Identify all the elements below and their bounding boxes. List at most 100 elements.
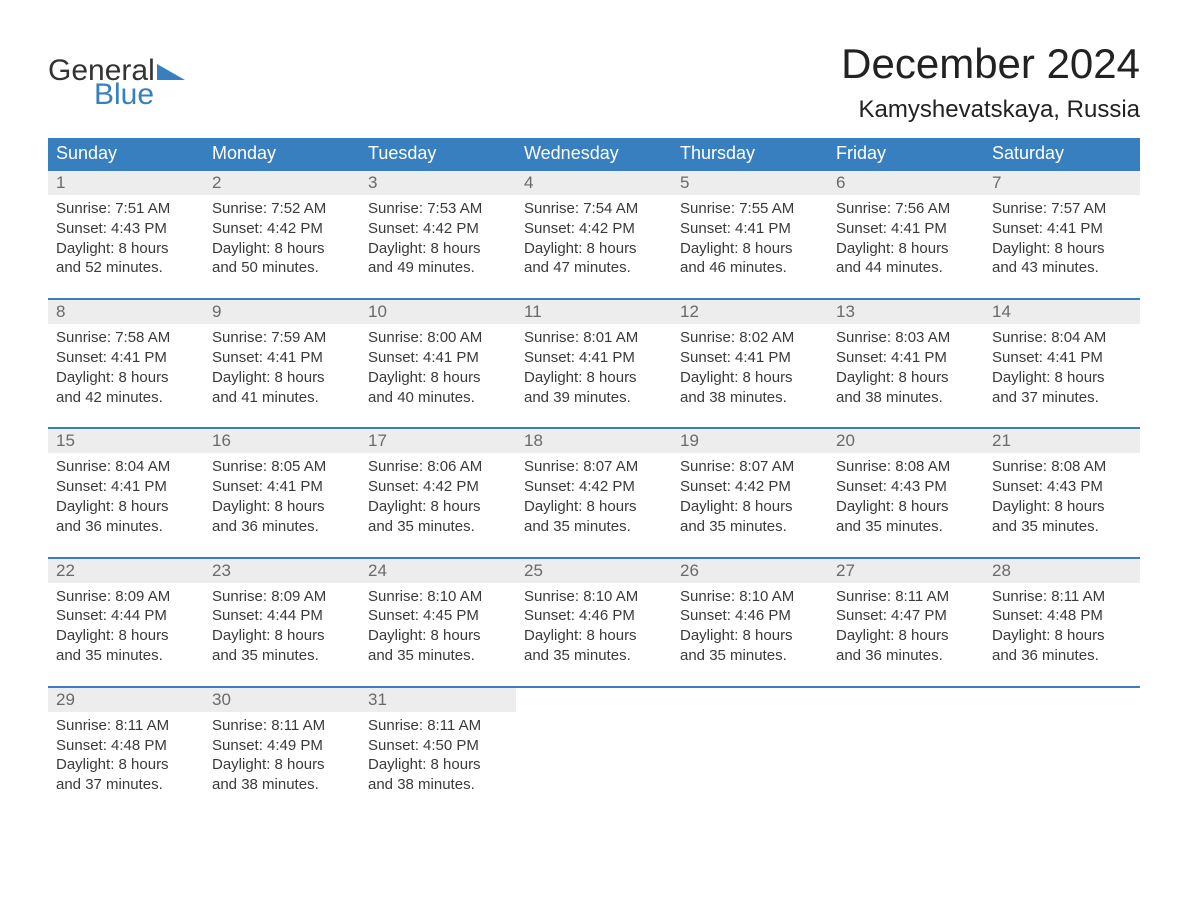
day-sunset: Sunset: 4:41 PM [212,348,352,368]
day-day2: and 35 minutes. [56,646,196,666]
day-day2: and 36 minutes. [836,646,976,666]
day-sunset: Sunset: 4:41 PM [368,348,508,368]
day-day2: and 38 minutes. [212,775,352,795]
day-sunrise: Sunrise: 8:07 AM [524,457,664,477]
day-body: Sunrise: 7:55 AMSunset: 4:41 PMDaylight:… [672,195,828,284]
day-cell: 8Sunrise: 7:58 AMSunset: 4:41 PMDaylight… [48,300,204,413]
brand-triangle-icon [157,64,185,80]
day-sunrise: Sunrise: 7:59 AM [212,328,352,348]
day-number: 8 [48,300,204,324]
day-number: 18 [516,429,672,453]
day-body: Sunrise: 8:04 AMSunset: 4:41 PMDaylight:… [48,453,204,542]
day-sunrise: Sunrise: 8:07 AM [680,457,820,477]
day-sunrise: Sunrise: 8:04 AM [992,328,1132,348]
day-sunrise: Sunrise: 8:06 AM [368,457,508,477]
day-day1: Daylight: 8 hours [368,755,508,775]
day-sunset: Sunset: 4:41 PM [836,348,976,368]
day-number: 11 [516,300,672,324]
day-cell: 10Sunrise: 8:00 AMSunset: 4:41 PMDayligh… [360,300,516,413]
day-day1: Daylight: 8 hours [56,755,196,775]
day-number: 17 [360,429,516,453]
day-cell-empty [516,688,672,801]
title-block: December 2024 Kamyshevatskaya, Russia [841,40,1140,124]
day-day1: Daylight: 8 hours [524,368,664,388]
day-number: 2 [204,171,360,195]
day-sunset: Sunset: 4:42 PM [524,219,664,239]
day-number: 31 [360,688,516,712]
day-number: 24 [360,559,516,583]
day-number: 28 [984,559,1140,583]
day-day2: and 38 minutes. [836,388,976,408]
day-sunrise: Sunrise: 8:11 AM [56,716,196,736]
day-day1: Daylight: 8 hours [56,239,196,259]
day-sunrise: Sunrise: 8:08 AM [836,457,976,477]
day-sunset: Sunset: 4:49 PM [212,736,352,756]
day-cell: 13Sunrise: 8:03 AMSunset: 4:41 PMDayligh… [828,300,984,413]
day-sunrise: Sunrise: 8:02 AM [680,328,820,348]
day-body: Sunrise: 8:00 AMSunset: 4:41 PMDaylight:… [360,324,516,413]
day-cell: 20Sunrise: 8:08 AMSunset: 4:43 PMDayligh… [828,429,984,542]
day-day2: and 37 minutes. [992,388,1132,408]
day-sunset: Sunset: 4:41 PM [680,219,820,239]
calendar: SundayMondayTuesdayWednesdayThursdayFrid… [48,138,1140,801]
day-day2: and 49 minutes. [368,258,508,278]
day-sunset: Sunset: 4:41 PM [680,348,820,368]
day-number: 30 [204,688,360,712]
day-sunset: Sunset: 4:42 PM [680,477,820,497]
day-body: Sunrise: 8:11 AMSunset: 4:48 PMDaylight:… [48,712,204,801]
day-body: Sunrise: 7:57 AMSunset: 4:41 PMDaylight:… [984,195,1140,284]
day-cell: 14Sunrise: 8:04 AMSunset: 4:41 PMDayligh… [984,300,1140,413]
day-body: Sunrise: 7:56 AMSunset: 4:41 PMDaylight:… [828,195,984,284]
day-sunset: Sunset: 4:41 PM [212,477,352,497]
day-day1: Daylight: 8 hours [680,368,820,388]
day-cell: 29Sunrise: 8:11 AMSunset: 4:48 PMDayligh… [48,688,204,801]
day-body: Sunrise: 8:11 AMSunset: 4:48 PMDaylight:… [984,583,1140,672]
day-day1: Daylight: 8 hours [368,497,508,517]
day-day2: and 35 minutes. [368,517,508,537]
day-number: 4 [516,171,672,195]
day-sunrise: Sunrise: 8:04 AM [56,457,196,477]
week-row: 8Sunrise: 7:58 AMSunset: 4:41 PMDaylight… [48,298,1140,413]
day-sunrise: Sunrise: 7:54 AM [524,199,664,219]
day-sunset: Sunset: 4:46 PM [524,606,664,626]
day-cell: 30Sunrise: 8:11 AMSunset: 4:49 PMDayligh… [204,688,360,801]
day-number: 1 [48,171,204,195]
day-cell: 1Sunrise: 7:51 AMSunset: 4:43 PMDaylight… [48,171,204,284]
weekday-col-monday: Monday [204,138,360,169]
day-body: Sunrise: 8:09 AMSunset: 4:44 PMDaylight:… [204,583,360,672]
day-day1: Daylight: 8 hours [56,626,196,646]
day-sunrise: Sunrise: 7:56 AM [836,199,976,219]
day-day2: and 41 minutes. [212,388,352,408]
day-cell: 17Sunrise: 8:06 AMSunset: 4:42 PMDayligh… [360,429,516,542]
weekday-header: SundayMondayTuesdayWednesdayThursdayFrid… [48,138,1140,169]
weekday-col-tuesday: Tuesday [360,138,516,169]
day-day1: Daylight: 8 hours [368,239,508,259]
day-day2: and 36 minutes. [56,517,196,537]
day-body: Sunrise: 8:02 AMSunset: 4:41 PMDaylight:… [672,324,828,413]
day-day1: Daylight: 8 hours [992,497,1132,517]
day-sunset: Sunset: 4:46 PM [680,606,820,626]
day-day1: Daylight: 8 hours [56,368,196,388]
day-sunset: Sunset: 4:41 PM [524,348,664,368]
day-sunrise: Sunrise: 7:58 AM [56,328,196,348]
day-day2: and 35 minutes. [212,646,352,666]
day-body: Sunrise: 8:05 AMSunset: 4:41 PMDaylight:… [204,453,360,542]
week-row: 22Sunrise: 8:09 AMSunset: 4:44 PMDayligh… [48,557,1140,672]
day-body: Sunrise: 8:06 AMSunset: 4:42 PMDaylight:… [360,453,516,542]
day-body: Sunrise: 8:04 AMSunset: 4:41 PMDaylight:… [984,324,1140,413]
day-sunrise: Sunrise: 7:53 AM [368,199,508,219]
day-sunrise: Sunrise: 8:09 AM [56,587,196,607]
day-sunrise: Sunrise: 7:55 AM [680,199,820,219]
weekday-col-thursday: Thursday [672,138,828,169]
day-number: 20 [828,429,984,453]
location-subtitle: Kamyshevatskaya, Russia [841,96,1140,124]
day-body: Sunrise: 7:53 AMSunset: 4:42 PMDaylight:… [360,195,516,284]
day-cell: 28Sunrise: 8:11 AMSunset: 4:48 PMDayligh… [984,559,1140,672]
day-body: Sunrise: 8:07 AMSunset: 4:42 PMDaylight:… [516,453,672,542]
weekday-col-friday: Friday [828,138,984,169]
day-number: 26 [672,559,828,583]
day-body: Sunrise: 8:11 AMSunset: 4:50 PMDaylight:… [360,712,516,801]
day-cell: 12Sunrise: 8:02 AMSunset: 4:41 PMDayligh… [672,300,828,413]
day-body: Sunrise: 8:11 AMSunset: 4:47 PMDaylight:… [828,583,984,672]
day-sunrise: Sunrise: 8:10 AM [680,587,820,607]
